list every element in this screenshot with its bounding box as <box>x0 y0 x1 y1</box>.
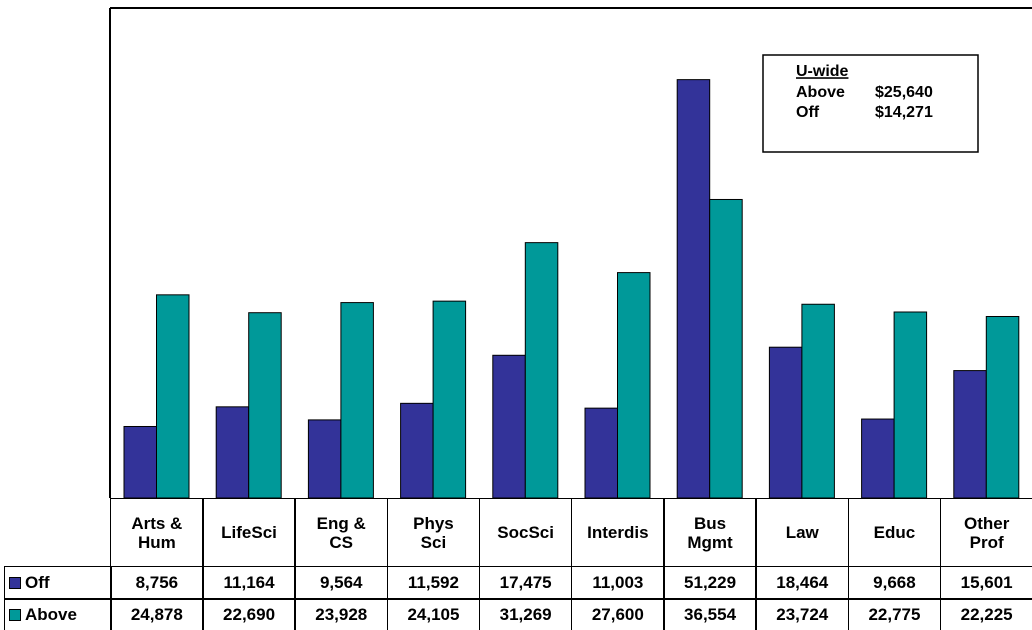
table-value-text: 8,756 <box>135 573 179 593</box>
x-tick-label-text: Educ <box>873 523 916 542</box>
table-value-text: 24,878 <box>130 605 183 625</box>
bar <box>215 406 250 499</box>
annotation-value: $14,271 <box>875 104 933 121</box>
legend-box <box>762 54 979 153</box>
table-value-text: 22,775 <box>868 605 921 625</box>
x-tick-label-text: Phys Sci <box>413 513 454 552</box>
table-value-text: 18,464 <box>776 573 829 593</box>
table-value: 24,105 <box>386 598 481 630</box>
x-tick-label-text: Law <box>785 523 819 542</box>
table-value: 11,003 <box>571 566 665 600</box>
bar <box>801 303 835 499</box>
table-value-text: 23,724 <box>776 605 829 625</box>
table-value: 11,164 <box>202 566 296 600</box>
table-value-text: 22,225 <box>960 605 1013 625</box>
bar <box>524 242 559 499</box>
bar <box>400 402 434 499</box>
x-tick-label: Educ <box>847 498 942 567</box>
x-tick-label: Interdis <box>571 498 665 567</box>
table-value-text: 11,164 <box>223 573 275 593</box>
bar <box>340 302 374 499</box>
bar <box>768 346 803 499</box>
x-tick-label: Bus Mgmt <box>663 498 757 567</box>
bar <box>492 354 526 499</box>
table-value-text: 22,690 <box>223 605 276 625</box>
x-tick-label: Law <box>755 498 850 567</box>
table-value: 9,564 <box>294 566 389 600</box>
legend-swatch <box>9 576 21 589</box>
table-value: 51,229 <box>663 566 757 600</box>
table-value-text: 11,003 <box>592 573 644 593</box>
annotation-label: Above <box>796 84 845 101</box>
legend-label: Off <box>25 573 50 593</box>
table-value-text: 15,601 <box>960 573 1013 593</box>
table-value-text: 11,592 <box>407 573 459 593</box>
table-value: 22,775 <box>847 598 942 630</box>
x-tick-label-text: LifeSci <box>221 523 277 542</box>
table-value: 27,600 <box>571 598 665 630</box>
x-tick-label: SocSci <box>478 498 573 567</box>
bar <box>248 312 282 499</box>
x-tick-label: Other Prof <box>939 498 1032 567</box>
legend-label: Above <box>25 605 77 625</box>
table-value-text: 36,554 <box>684 605 737 625</box>
bar <box>709 198 743 499</box>
x-tick-label: Phys Sci <box>386 498 481 567</box>
table-value-text: 17,475 <box>499 573 552 593</box>
table-value: 23,724 <box>755 598 850 630</box>
legend-swatch <box>9 608 21 621</box>
x-tick-label-text: Other Prof <box>963 513 1010 552</box>
table-value: 22,690 <box>202 598 296 630</box>
table-row-label: Off <box>4 566 112 600</box>
x-tick-label-text: Bus Mgmt <box>687 513 733 552</box>
table-value-text: 51,229 <box>684 573 737 593</box>
bar <box>307 419 342 499</box>
bar <box>985 315 1020 499</box>
x-tick-label: Eng & CS <box>294 498 389 567</box>
table-value: 15,601 <box>939 566 1032 600</box>
table-value: 8,756 <box>110 566 204 600</box>
table-value-text: 9,564 <box>319 573 363 593</box>
annotation-value: $25,640 <box>875 84 933 101</box>
table-value-text: 27,600 <box>591 605 644 625</box>
table-value: 18,464 <box>755 566 850 600</box>
x-tick-label: LifeSci <box>202 498 296 567</box>
bar <box>953 370 987 499</box>
table-value: 11,592 <box>386 566 481 600</box>
x-tick-label-text: Interdis <box>587 523 649 542</box>
bar <box>584 407 618 499</box>
bar <box>617 272 651 499</box>
bar <box>676 79 711 499</box>
table-value: 22,225 <box>939 598 1032 630</box>
table-value: 31,269 <box>478 598 573 630</box>
annotation-label: Off <box>796 104 820 121</box>
table-value: 24,878 <box>110 598 204 630</box>
table-value-text: 23,928 <box>315 605 368 625</box>
table-value: 36,554 <box>663 598 757 630</box>
x-tick-label-text: SocSci <box>497 523 554 542</box>
table-row-label: Above <box>4 598 112 630</box>
bar <box>123 425 157 499</box>
x-tick-label-text: Eng & CS <box>316 513 366 552</box>
bar <box>861 418 895 499</box>
x-tick-label-text: Arts & Hum <box>131 513 183 552</box>
annotation-title: U-wide <box>796 63 849 80</box>
table-value: 17,475 <box>478 566 573 600</box>
table-value-text: 24,105 <box>407 605 460 625</box>
table-value: 9,668 <box>847 566 942 600</box>
bar <box>432 300 467 499</box>
x-tick-label: Arts & Hum <box>110 498 204 567</box>
bar <box>893 311 928 499</box>
table-value-text: 31,269 <box>499 605 552 625</box>
bar <box>156 294 190 499</box>
table-value: 23,928 <box>294 598 389 630</box>
table-value-text: 9,668 <box>873 573 916 593</box>
